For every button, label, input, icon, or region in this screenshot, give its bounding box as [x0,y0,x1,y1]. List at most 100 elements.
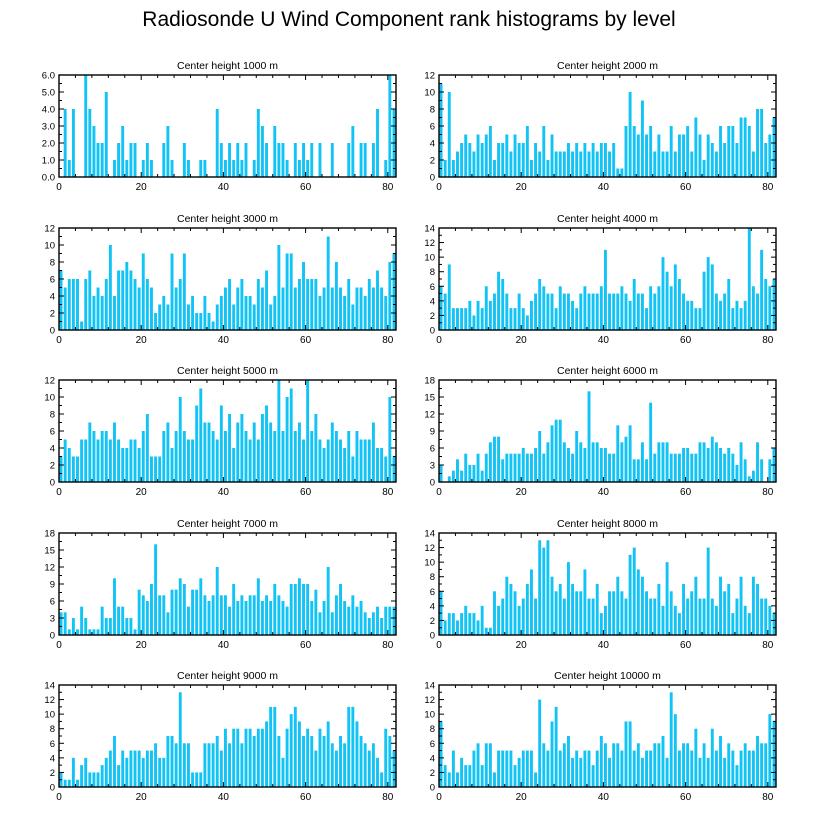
histogram-bar [215,736,219,787]
histogram-bar [587,151,591,177]
x-tick-label: 20 [516,335,528,346]
histogram-bar [67,779,71,787]
histogram-bar [141,757,145,787]
histogram-bar [129,439,133,482]
histogram-bar [756,109,759,177]
histogram-bar [351,126,355,177]
histogram-bar [297,721,301,787]
histogram-bar [534,143,538,177]
histogram-bar [236,143,240,177]
histogram-bar [653,293,657,330]
histogram-bar [714,605,718,635]
y-tick-label: 2 [430,156,435,167]
histogram-bar [649,402,653,482]
histogram-bar [620,286,624,330]
histogram-bar [318,728,322,787]
histogram-bar [501,459,505,482]
histogram-bar [223,160,227,177]
histogram-bar [318,439,322,482]
histogram-bar [211,431,215,482]
y-tick-label: 4 [430,753,435,764]
histogram-bar [640,576,644,635]
x-tick-label: 80 [762,335,774,346]
histogram-bar [166,126,170,177]
histogram-bar [215,439,219,482]
histogram-bar [727,584,731,635]
histogram-bar [468,300,472,330]
histogram-bar [661,736,665,787]
x-tick-label: 80 [382,487,394,498]
histogram-bar [620,442,624,482]
histogram-bar [232,584,236,635]
histogram-bar [351,706,355,787]
histogram-bar [657,442,661,482]
histogram-bar [772,721,776,787]
histogram-bar [191,772,195,787]
histogram-bar [653,743,657,787]
histogram-bar [63,109,67,177]
histogram-bar [219,143,223,177]
histogram-bar [277,245,281,330]
histogram-bar [207,601,211,635]
histogram-bar [281,601,285,635]
histogram-bar [88,270,92,330]
histogram-bar [228,143,232,177]
histogram-bar [71,456,75,482]
y-tick-label: 8 [430,724,435,735]
histogram-bar [343,296,347,330]
histogram-bar [567,562,570,635]
histogram-bar [248,728,252,787]
histogram-bar [591,293,595,330]
histogram-bar [558,151,562,177]
histogram-bar [322,287,326,330]
histogram-bar [125,160,129,177]
y-tick-label: 12 [424,543,435,554]
histogram-bar [591,765,595,787]
histogram-bar [702,743,706,787]
histogram-bar [293,431,297,482]
histogram-bar [624,598,628,635]
histogram-bar [677,134,681,177]
histogram-bar [542,453,546,482]
x-tick-label: 20 [516,182,528,193]
histogram-bar [534,598,538,635]
histogram-bar [764,598,768,635]
histogram-bar [488,300,492,330]
histogram-bar [92,296,96,330]
histogram-bar [575,143,579,177]
histogram-bar [505,453,509,482]
histogram-bar [517,605,521,635]
histogram-bar [554,151,558,177]
histogram-bar [488,126,492,177]
histogram-bar [677,453,681,482]
x-tick-label: 80 [382,335,394,346]
y-tick-label: 4 [430,601,435,612]
histogram-bar [92,126,96,177]
histogram-bar [694,117,698,177]
histogram-bar [380,618,384,635]
histogram-bar [367,279,371,330]
histogram-bar [269,706,273,787]
y-tick-label: 12 [44,224,55,235]
histogram-bar [682,448,685,482]
panel-title: Center height 2000 m [557,60,658,72]
histogram-bar [145,143,149,177]
x-tick-label: 40 [218,792,230,803]
histogram-bar [480,470,484,482]
histogram-bar [760,743,764,787]
y-tick-label: 6 [430,122,435,133]
histogram-bar [673,151,677,177]
histogram-bar [384,606,388,635]
histogram-bar [760,459,764,482]
histogram-bar [269,601,273,635]
histogram-bar [447,476,451,482]
y-tick-label: 15 [44,546,55,557]
histogram-bar [141,253,145,330]
histogram-bar [525,750,529,787]
histogram-bar [608,591,612,635]
histogram-bar [388,75,392,177]
histogram-bar [525,126,529,177]
x-tick-label: 60 [680,487,692,498]
histogram-bar [640,293,644,330]
histogram-bar [129,618,133,635]
